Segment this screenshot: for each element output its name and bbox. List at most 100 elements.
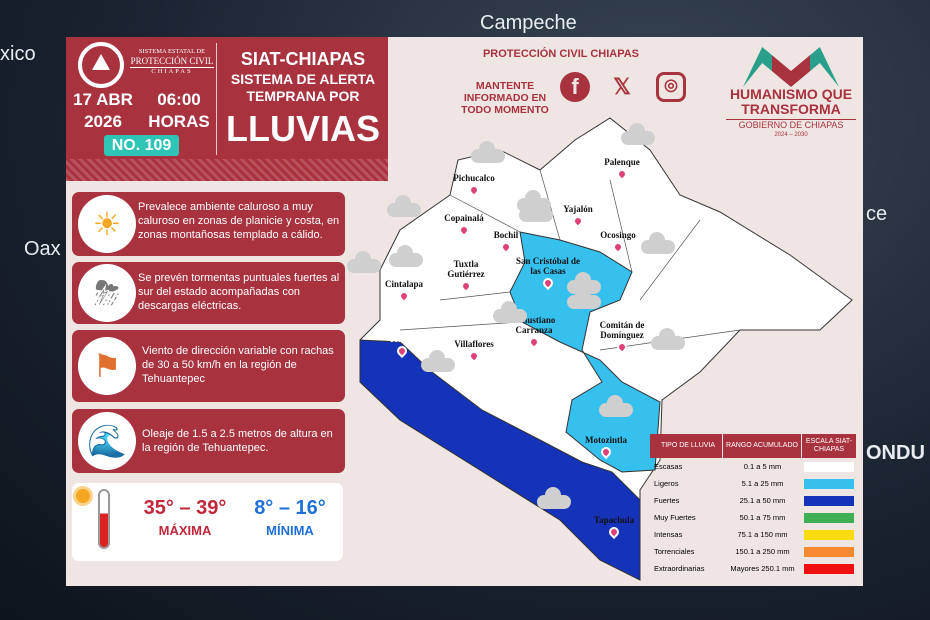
city-label: Yajalón [563,204,593,214]
bg-label-campeche: Campeche [480,12,577,34]
agency-name: PROTECCIÓN CIVIL CHIAPAS [482,48,640,60]
city-label: Pichucalco [453,173,495,183]
windsock-icon: ⚑ [78,337,136,395]
org-name: SISTEMA ESTATAL DE PROTECCIÓN CIVIL CHIAPA… [130,48,214,75]
bulletin-number: NO. 109 [104,135,179,156]
pin-icon [526,334,542,350]
cloud-icon [567,287,601,309]
pin-icon [606,524,622,540]
color-swatch [804,529,854,540]
rain-range: 5.1 a 25 mm [741,479,784,488]
card-text: Se prevén tormentas puntuales fuertes al… [138,272,340,312]
cloud-icon [493,301,527,323]
city-marker: Tapachula [582,515,646,540]
city-label: San Cristóbal de las Casas [516,256,581,276]
card-text: Viento de dirección variable con rachas … [142,345,334,385]
cloud-icon [599,395,633,417]
rain-type: Intensas [654,530,683,539]
legend-row: Extraordinarias Mayores 250.1 mm [650,560,856,577]
facebook-icon[interactable]: f [560,72,590,102]
legend-row: Ligeros 5.1 a 25 mm [650,475,856,492]
rain-type: Extraordinarias [654,564,705,573]
max-label: MÁXIMA [158,523,212,538]
instagram-icon[interactable]: ◎ [656,72,686,102]
rain-type: Escasas [654,462,683,471]
card-storms: ⛈ Se prevén tormentas puntuales fuertes … [72,262,345,324]
city-label: Tuxtla Gutiérrez [447,259,485,279]
city-marker: Yajalón [546,204,610,229]
legend-row: Fuertes 25.1 a 50 mm [650,492,856,509]
city-marker: Comitán de Domínguez [590,320,654,355]
card-wind: ⚑ Viento de dirección variable con racha… [72,330,345,402]
legend-row: Escasas 0.1 a 5 mm [650,458,856,475]
legend-row: Intensas 75.1 a 150 mm [650,526,856,543]
rain-range: 150.1 a 250 mm [735,547,790,556]
city-label: Tonalá [388,334,416,344]
color-swatch [804,546,854,557]
card-text: Prevalece ambiente caluroso a muy caluro… [138,201,340,241]
time: 06:00 HORAS [148,90,210,131]
rain-type: Ligeros [654,479,679,488]
brand-line-1: HUMANISMO QUE [729,86,853,102]
min-temp: 8° – 16° [254,497,326,519]
title: SIAT-CHIAPAS [240,49,366,69]
cloud-icon [537,487,571,509]
wave-icon: 🌊 [78,412,136,470]
cloud-icon [641,232,675,254]
city-marker: Villaflores [442,339,506,364]
cloud-icon [387,195,421,217]
bg-label-ce: ce [866,203,888,225]
pin-icon [498,239,514,255]
decorative-pattern [66,159,388,181]
storm-cloud-icon: ⛈ [78,264,136,322]
city-marker: Pichucalco [442,173,506,198]
city-label: Palenque [604,157,640,167]
min-label: MÍNIMA [266,523,314,538]
color-swatch [804,563,854,574]
rain-type: Fuertes [654,496,680,505]
temperature-card: 35° – 39° MÁXIMA 8° – 16° MÍNIMA [72,483,343,561]
rain-range: 0.1 a 5 mm [743,462,782,471]
sun-small-icon [76,489,90,503]
color-swatch [804,512,854,523]
legend-row: Muy Fuertes 50.1 a 75 mm [650,509,856,526]
pin-icon [394,343,410,359]
legend-header-type: TIPO DE LLUVIA [650,434,723,458]
city-label: Motozintla [585,435,627,445]
pin-icon [598,444,614,460]
x-icon[interactable]: 𝕏 [613,74,631,99]
thermometer-icon [98,489,110,549]
city-marker: Palenque [590,157,654,182]
card-waves: 🌊 Oleaje de 1.5 a 2.5 metros de altura e… [72,409,345,473]
rain-range: 50.1 a 75 mm [739,513,786,522]
region-fuertes [359,339,641,581]
city-marker: Cintalapa [372,279,436,304]
pin-icon [610,239,626,255]
alert-panel: SISTEMA ESTATAL DE PROTECCIÓN CIVIL CHIAPA… [66,37,863,586]
rain-type: Torrenciales [654,547,695,556]
pin-icon [570,213,586,229]
bg-label-oaxaca: Oax [24,238,61,260]
rain-range: 75.1 a 150 mm [737,530,788,539]
brand-years: 2024 – 2030 [774,132,808,138]
header: SISTEMA ESTATAL DE PROTECCIÓN CIVIL CHIAPA… [66,37,388,181]
pin-icon [458,278,474,294]
subtitle: SISTEMA DE ALERTA TEMPRANA POR [230,71,376,104]
city-label: Comitán de Domínguez [599,320,645,340]
brand-government: GOBIERNO DE CHIAPAS [726,119,856,131]
bg-label-honduras: ONDU [866,442,925,464]
proteccion-civil-logo [78,42,124,88]
city-marker: San Cristóbal de las Casas [516,256,581,291]
legend-header-scale: ESCALA SIAT-CHIAPAS [805,438,853,453]
city-label: Copainalá [444,213,484,223]
date: 17 ABR 2026 [73,90,133,131]
city-marker: Motozintla [574,435,638,460]
city-marker: Ocosingo [586,230,650,255]
slogan: MANTENTE INFORMADO EN TODO MOMENTO [461,80,549,116]
pin-icon [614,339,630,355]
cloud-icon [347,251,381,273]
alert-type: LLUVIAS [225,108,380,149]
pin-icon [456,222,472,238]
pin-icon [466,182,482,198]
pin-icon [614,166,630,182]
